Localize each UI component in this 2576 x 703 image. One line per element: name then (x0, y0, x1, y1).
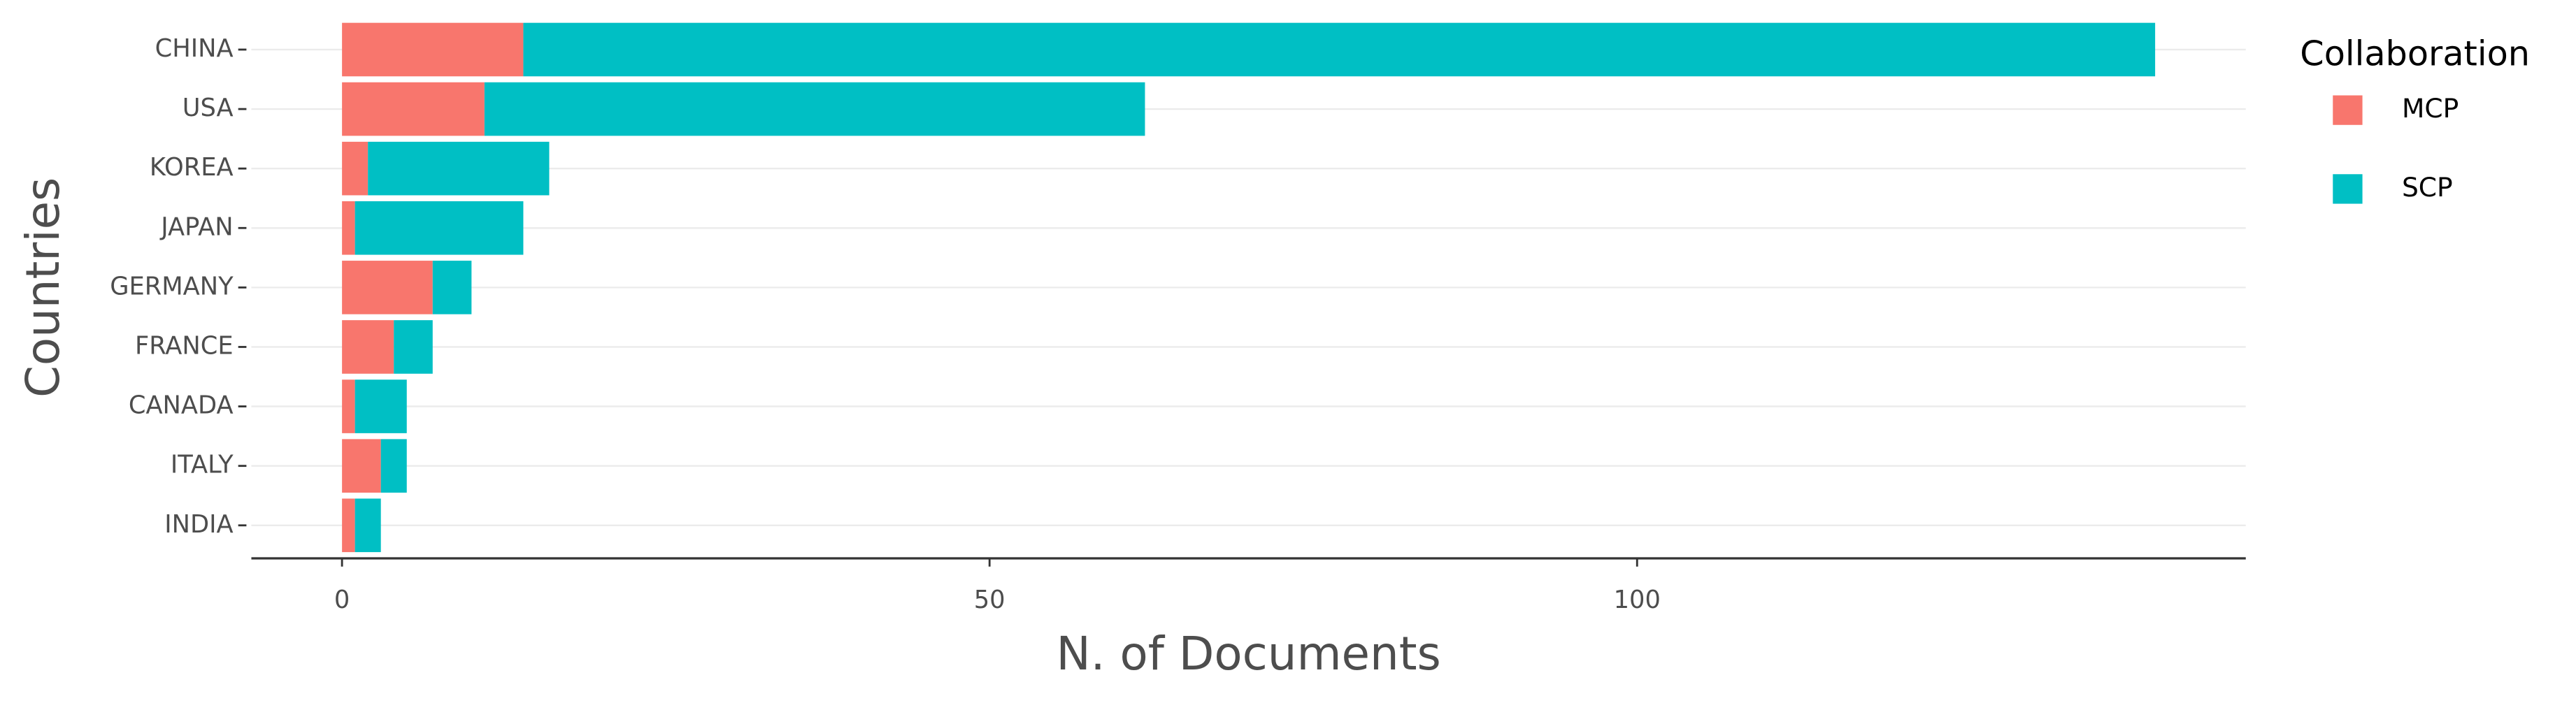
y-tick-label: GERMANY (110, 272, 234, 300)
bar (523, 22, 2156, 77)
y-tick-label: USA (183, 94, 234, 122)
y-tick-label: ITALY (171, 451, 234, 479)
bar (342, 320, 394, 374)
bar (342, 141, 368, 196)
legend-swatch (2333, 95, 2363, 125)
legend-label: MCP (2402, 93, 2459, 124)
bar (355, 201, 524, 255)
bar (342, 82, 485, 136)
y-tick-label: KOREA (150, 153, 234, 182)
bar (342, 439, 381, 493)
legend-title: Collaboration (2300, 34, 2530, 74)
x-tick-label: 50 (974, 586, 1006, 614)
bar (368, 141, 550, 196)
legend-label: SCP (2402, 172, 2453, 203)
x-tick-label: 0 (334, 586, 350, 614)
bar (355, 379, 407, 433)
y-tick-label: INDIA (164, 510, 233, 539)
y-axis-title: Countries (16, 177, 70, 398)
y-tick-label: CANADA (129, 391, 234, 420)
y-tick-label: FRANCE (135, 331, 234, 360)
bar (380, 439, 407, 493)
bar (342, 201, 355, 255)
legend-swatch (2333, 174, 2363, 204)
bar (342, 22, 524, 77)
bar (342, 379, 355, 433)
y-tick-label: CHINA (155, 34, 234, 63)
y-tick-label: JAPAN (159, 212, 233, 241)
bar (484, 82, 1145, 136)
x-tick-label: 100 (1614, 586, 1661, 614)
bar (394, 320, 433, 374)
bar (355, 498, 381, 553)
bar (342, 498, 355, 553)
bar (432, 261, 472, 314)
bar (342, 261, 433, 314)
x-axis-title: N. of Documents (1056, 627, 1440, 681)
